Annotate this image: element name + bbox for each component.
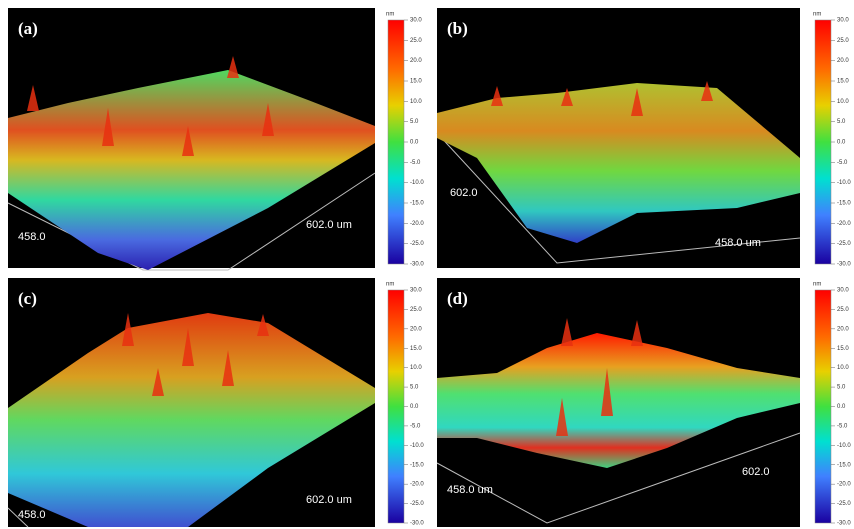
colorbar-tick-label: -5.0 <box>410 423 421 429</box>
surface-peak <box>257 314 269 336</box>
axis-label: 602.0 um <box>306 219 352 231</box>
surface-peak <box>182 328 194 366</box>
colorbar <box>387 19 405 265</box>
colorbar-tick-label: -15.0 <box>837 462 851 468</box>
colorbar-tick-label: -30.0 <box>410 521 424 527</box>
colorbar-tick-label: -25.0 <box>410 241 424 247</box>
colorbar-tick-label: -10.0 <box>410 180 424 186</box>
surface-peak <box>561 88 573 106</box>
panel-label: (d) <box>447 289 468 308</box>
axis-label: 602.0 <box>450 187 478 199</box>
colorbar-tick-label: 15.0 <box>837 346 849 352</box>
colorbar-unit: nm <box>813 282 821 288</box>
surface <box>8 313 375 527</box>
colorbar-tick-label: -25.0 <box>410 501 424 507</box>
base-frame <box>436 432 801 524</box>
colorbar-tick-label: 10.0 <box>410 99 422 105</box>
surface <box>8 70 375 270</box>
colorbar-tick-label: -10.0 <box>837 443 851 449</box>
colorbar-tick-label: -15.0 <box>410 201 424 207</box>
colorbar-tick-label: 10.0 <box>837 365 849 371</box>
surface-peak <box>227 56 239 78</box>
colorbar-tick-label: -15.0 <box>410 462 424 468</box>
surface-peak <box>27 85 39 111</box>
colorbar-tick-label: -20.0 <box>837 482 851 488</box>
colorbar-tick-label: 25.0 <box>410 38 422 44</box>
colorbar-tick-label: 10.0 <box>837 99 849 105</box>
colorbar-tick-label: 0.0 <box>410 140 419 146</box>
base-frame <box>7 507 29 528</box>
colorbar-tick-label: 5.0 <box>410 385 419 391</box>
surface-peak <box>631 88 643 116</box>
colorbar-tick-label: 15.0 <box>410 79 422 85</box>
panel-label: (c) <box>18 289 37 308</box>
panel-label: (a) <box>18 19 38 38</box>
colorbar-tick-label: -20.0 <box>410 221 424 227</box>
colorbar-tick-label: 25.0 <box>837 307 849 313</box>
colorbar-tick-label: -20.0 <box>837 221 851 227</box>
surface-peak <box>556 398 568 436</box>
colorbar <box>387 289 405 524</box>
colorbar-tick-label: -30.0 <box>837 262 851 268</box>
colorbar-unit: nm <box>813 12 821 18</box>
surface-peak <box>152 368 164 396</box>
panel-label: (b) <box>447 19 468 38</box>
colorbar-tick-label: -5.0 <box>837 160 848 166</box>
axis-label: 458.0 um <box>447 484 493 496</box>
surface-peak <box>122 313 134 346</box>
colorbar-tick-label: -5.0 <box>837 423 848 429</box>
surface-peak <box>262 103 274 136</box>
colorbar-tick-label: -25.0 <box>837 241 851 247</box>
colorbar-tick-label: 20.0 <box>837 58 849 64</box>
colorbar-tick-label: 25.0 <box>837 38 849 44</box>
colorbar-unit: nm <box>386 282 394 288</box>
colorbar-tick-label: 10.0 <box>410 365 422 371</box>
colorbar-tick-label: 5.0 <box>410 119 419 125</box>
axis-label: 602.0 um <box>306 494 352 506</box>
colorbar-tick-label: 5.0 <box>837 385 846 391</box>
colorbar-tick-label: 0.0 <box>410 404 419 410</box>
surface-peak <box>102 108 114 146</box>
colorbar-tick-label: 20.0 <box>837 326 849 332</box>
surface <box>437 333 800 468</box>
colorbar <box>814 19 832 265</box>
colorbar-tick-label: 30.0 <box>410 288 422 294</box>
colorbar-tick-label: 15.0 <box>837 79 849 85</box>
surface-peak <box>701 81 713 101</box>
surface-peak <box>631 320 643 346</box>
colorbar-tick-label: -25.0 <box>837 501 851 507</box>
colorbar-tick-label: 0.0 <box>837 140 846 146</box>
surface-peak <box>182 126 194 156</box>
colorbar-tick-label: 15.0 <box>410 346 422 352</box>
surface <box>437 83 800 243</box>
colorbar-tick-label: 30.0 <box>837 18 849 24</box>
colorbar-tick-label: -10.0 <box>837 180 851 186</box>
colorbar-tick-label: -30.0 <box>837 521 851 527</box>
axis-label: 458.0 um <box>715 237 761 249</box>
colorbar-tick-label: 25.0 <box>410 307 422 313</box>
colorbar-tick-label: 5.0 <box>837 119 846 125</box>
axis-label: 602.0 <box>742 466 770 478</box>
surface-peak <box>601 368 613 416</box>
colorbar-tick-label: 30.0 <box>410 18 422 24</box>
base-frame <box>436 132 801 264</box>
axis-label: 458.0 <box>18 509 46 521</box>
axis-label: 458.0 <box>18 231 46 243</box>
colorbar-tick-label: -5.0 <box>410 160 421 166</box>
colorbar-tick-label: -20.0 <box>410 482 424 488</box>
colorbar-tick-label: 20.0 <box>410 58 422 64</box>
surface-peak <box>491 86 503 106</box>
colorbar <box>814 289 832 524</box>
colorbar-tick-label: -30.0 <box>410 262 424 268</box>
colorbar-tick-label: 0.0 <box>837 404 846 410</box>
colorbar-tick-label: -10.0 <box>410 443 424 449</box>
surface-peak <box>222 350 234 386</box>
colorbar-unit: nm <box>386 12 394 18</box>
surface-peak <box>561 318 573 346</box>
colorbar-tick-label: 30.0 <box>837 288 849 294</box>
colorbar-tick-label: 20.0 <box>410 326 422 332</box>
colorbar-tick-label: -15.0 <box>837 201 851 207</box>
